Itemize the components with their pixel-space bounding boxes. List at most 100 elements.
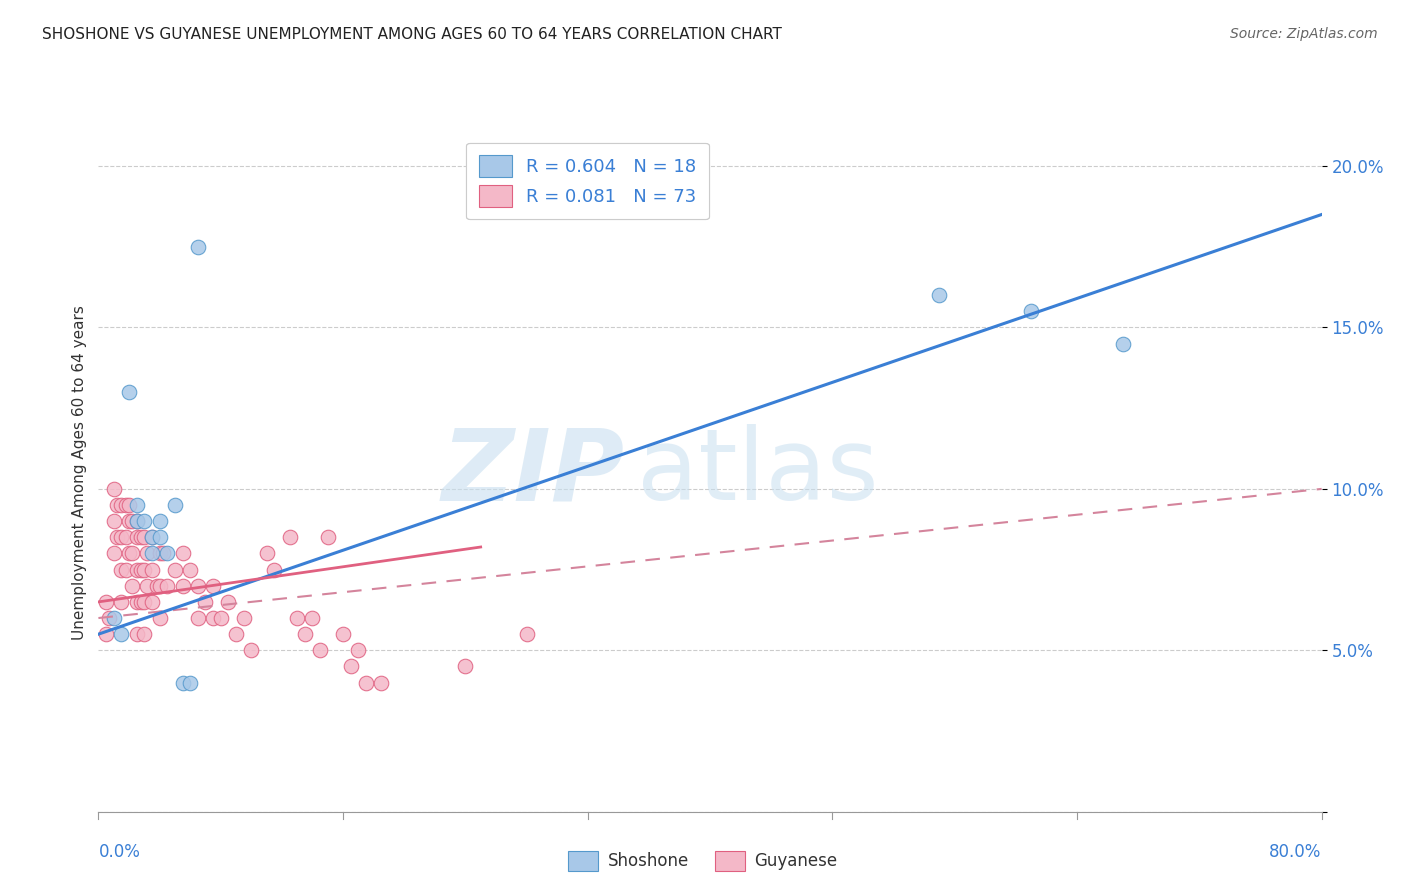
Point	[134, 563, 156, 577]
Point	[1019, 304, 1042, 318]
Point	[125, 514, 148, 528]
Point	[294, 627, 316, 641]
Point	[141, 530, 163, 544]
Point	[125, 627, 148, 641]
Y-axis label: Unemployment Among Ages 60 to 64 years: Unemployment Among Ages 60 to 64 years	[72, 305, 87, 640]
Point	[209, 611, 232, 625]
Text: SHOSHONE VS GUYANESE UNEMPLOYMENT AMONG AGES 60 TO 64 YEARS CORRELATION CHART: SHOSHONE VS GUYANESE UNEMPLOYMENT AMONG …	[42, 27, 782, 42]
Point	[370, 675, 392, 690]
Point	[115, 530, 138, 544]
Point	[98, 611, 121, 625]
Legend: R = 0.604   N = 18, R = 0.081   N = 73: R = 0.604 N = 18, R = 0.081 N = 73	[467, 143, 709, 219]
Point	[240, 643, 263, 657]
Point	[152, 546, 174, 560]
Point	[110, 498, 132, 512]
Point	[134, 530, 156, 544]
Point	[118, 498, 141, 512]
Point	[232, 611, 254, 625]
Point	[332, 627, 354, 641]
Point	[149, 530, 172, 544]
Point	[163, 563, 186, 577]
Point	[136, 579, 159, 593]
Point	[118, 546, 141, 560]
Point	[141, 530, 163, 544]
Point	[121, 514, 143, 528]
Point	[149, 546, 172, 560]
Point	[129, 563, 152, 577]
Point	[141, 563, 163, 577]
Point	[202, 579, 225, 593]
Point	[516, 627, 538, 641]
Point	[156, 579, 179, 593]
Point	[118, 514, 141, 528]
Point	[129, 595, 152, 609]
Point	[179, 563, 201, 577]
Point	[103, 482, 125, 496]
Point	[110, 627, 132, 641]
Point	[110, 563, 132, 577]
Point	[145, 579, 167, 593]
Text: Source: ZipAtlas.com: Source: ZipAtlas.com	[1230, 27, 1378, 41]
Point	[278, 530, 301, 544]
Point	[121, 579, 143, 593]
Point	[928, 288, 950, 302]
Point	[125, 563, 148, 577]
Point	[118, 385, 141, 400]
Legend: Shoshone, Guyanese: Shoshone, Guyanese	[560, 842, 846, 880]
Point	[103, 546, 125, 560]
Point	[172, 579, 194, 593]
Text: 80.0%: 80.0%	[1270, 843, 1322, 861]
Point	[115, 563, 138, 577]
Point	[217, 595, 239, 609]
Point	[115, 498, 138, 512]
Point	[339, 659, 361, 673]
Point	[134, 627, 156, 641]
Text: 0.0%: 0.0%	[98, 843, 141, 861]
Point	[103, 611, 125, 625]
Point	[187, 611, 209, 625]
Point	[263, 563, 285, 577]
Point	[149, 579, 172, 593]
Point	[134, 595, 156, 609]
Point	[105, 530, 128, 544]
Point	[285, 611, 308, 625]
Point	[125, 595, 148, 609]
Point	[202, 611, 225, 625]
Point	[225, 627, 247, 641]
Point	[125, 514, 148, 528]
Point	[309, 643, 332, 657]
Point	[94, 595, 117, 609]
Point	[347, 643, 370, 657]
Point	[194, 595, 217, 609]
Text: ZIP: ZIP	[441, 425, 624, 521]
Point	[125, 498, 148, 512]
Point	[129, 530, 152, 544]
Point	[163, 498, 186, 512]
Text: atlas: atlas	[637, 425, 879, 521]
Point	[172, 675, 194, 690]
Point	[179, 675, 201, 690]
Point	[454, 659, 477, 673]
Point	[141, 595, 163, 609]
Point	[1112, 336, 1135, 351]
Point	[110, 530, 132, 544]
Point	[316, 530, 339, 544]
Point	[103, 514, 125, 528]
Point	[301, 611, 323, 625]
Point	[94, 627, 117, 641]
Point	[141, 546, 163, 560]
Point	[121, 546, 143, 560]
Point	[156, 546, 179, 560]
Point	[256, 546, 278, 560]
Point	[125, 530, 148, 544]
Point	[134, 514, 156, 528]
Point	[172, 546, 194, 560]
Point	[187, 579, 209, 593]
Point	[149, 611, 172, 625]
Point	[105, 498, 128, 512]
Point	[110, 595, 132, 609]
Point	[187, 240, 209, 254]
Point	[149, 514, 172, 528]
Point	[136, 546, 159, 560]
Point	[354, 675, 377, 690]
